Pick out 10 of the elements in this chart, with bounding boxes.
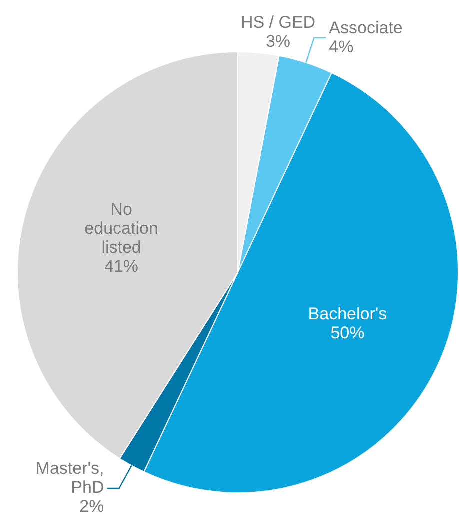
- data-label: 3%: [266, 32, 291, 52]
- data-label: 2%: [80, 497, 104, 516]
- slice-label: HS / GED: [240, 13, 316, 32]
- data-label: 50%: [330, 323, 365, 342]
- data-label: 41%: [104, 256, 139, 276]
- slice-label: No education listed: [84, 200, 158, 257]
- slice-label: Associate: [329, 18, 403, 38]
- slice-label: Master's, PhD: [36, 459, 104, 498]
- data-label: 4%: [329, 37, 354, 56]
- slice-label: Bachelor's: [308, 304, 388, 324]
